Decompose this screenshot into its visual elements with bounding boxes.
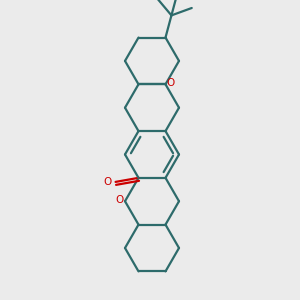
Text: O: O	[103, 177, 112, 187]
Text: O: O	[167, 78, 175, 88]
Text: O: O	[116, 195, 124, 205]
